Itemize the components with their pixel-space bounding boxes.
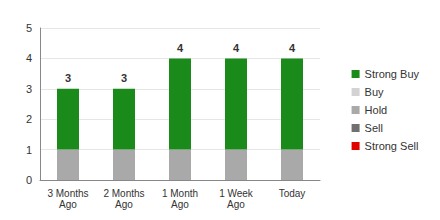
svg-text:4: 4 <box>233 42 240 54</box>
svg-text:3: 3 <box>65 72 71 84</box>
svg-text:2: 2 <box>26 113 32 125</box>
svg-text:Ago: Ago <box>171 199 189 210</box>
svg-text:3 Months: 3 Months <box>47 188 88 199</box>
svg-text:Today: Today <box>279 188 306 199</box>
svg-text:Ago: Ago <box>59 199 77 210</box>
svg-text:4: 4 <box>26 52 32 64</box>
svg-text:4: 4 <box>289 42 296 54</box>
svg-text:Ago: Ago <box>115 199 133 210</box>
svg-text:Strong Sell: Strong Sell <box>365 140 419 152</box>
svg-text:Sell: Sell <box>365 122 383 134</box>
svg-text:0: 0 <box>26 174 32 186</box>
svg-text:Hold: Hold <box>365 104 388 116</box>
svg-text:3: 3 <box>26 83 32 95</box>
svg-text:1: 1 <box>26 144 32 156</box>
svg-text:2 Months: 2 Months <box>103 188 144 199</box>
svg-text:1 Month: 1 Month <box>162 188 198 199</box>
svg-text:3: 3 <box>121 72 127 84</box>
svg-text:1 Week: 1 Week <box>219 188 254 199</box>
svg-text:4: 4 <box>177 42 184 54</box>
svg-text:Ago: Ago <box>227 199 245 210</box>
svg-text:5: 5 <box>26 22 32 34</box>
svg-text:Buy: Buy <box>365 86 384 98</box>
svg-text:Strong Buy: Strong Buy <box>365 68 420 80</box>
